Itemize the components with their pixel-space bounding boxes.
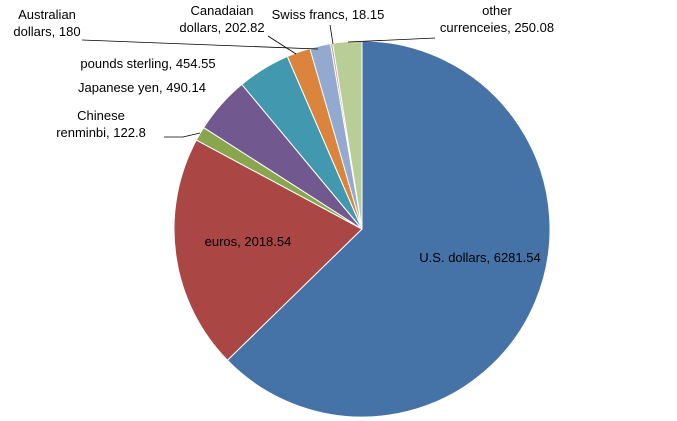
data-label-line: renminbi, 122.8 xyxy=(56,125,146,140)
pie-slice-euros xyxy=(173,139,363,361)
leader-line-australian-dollars xyxy=(81,39,319,50)
data-label-line: currenceies, 250.08 xyxy=(440,20,554,35)
leader-line-other-currenceies xyxy=(347,37,436,43)
pie-slices xyxy=(173,40,551,418)
data-label-u-s-dollars: U.S. dollars, 6281.54 xyxy=(419,250,540,265)
data-label-line: dollars, 202.82 xyxy=(179,20,264,35)
leader-line-canadaian-dollars xyxy=(267,35,297,55)
data-label-japanese-yen: Japanese yen, 490.14 xyxy=(78,80,206,95)
pie-slice-u-s-dollars xyxy=(226,40,551,418)
leader-line-swiss-francs xyxy=(329,24,334,45)
data-label-pounds-sterling: pounds sterling, 454.55 xyxy=(80,56,215,71)
data-label-australian-dollars: Australian dollars, 180 xyxy=(13,7,80,39)
data-label-euros: euros, 2018.54 xyxy=(205,234,292,249)
data-label-swiss-francs: Swiss francs, 18.15 xyxy=(272,7,385,22)
leader-line-chinese-renminbi xyxy=(164,132,201,138)
data-label-canadaian-dollars: Canadaian dollars, 202.82 xyxy=(179,3,264,35)
data-label-other-currenceies: other currenceies, 250.08 xyxy=(440,3,554,35)
data-label-line: Australian xyxy=(18,7,76,22)
data-labels: U.S. dollars, 6281.54 euros, 2018.54 Chine… xyxy=(13,3,554,265)
data-label-line: dollars, 180 xyxy=(13,24,80,39)
data-label-chinese-renminbi: Chinese renminbi, 122.8 xyxy=(56,108,146,140)
data-label-line: Chinese xyxy=(77,108,125,123)
leader-lines xyxy=(81,24,436,138)
data-label-line: Canadaian xyxy=(191,3,254,18)
data-label-line: other xyxy=(482,3,512,18)
